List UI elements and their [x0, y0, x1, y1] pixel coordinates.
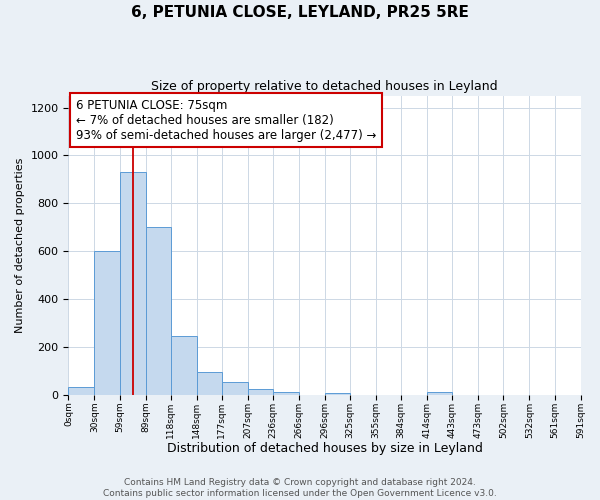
Y-axis label: Number of detached properties: Number of detached properties — [15, 158, 25, 333]
Text: 6, PETUNIA CLOSE, LEYLAND, PR25 5RE: 6, PETUNIA CLOSE, LEYLAND, PR25 5RE — [131, 5, 469, 20]
Bar — [325, 393, 350, 395]
Bar — [68, 387, 94, 395]
Bar — [197, 372, 222, 395]
X-axis label: Distribution of detached houses by size in Leyland: Distribution of detached houses by size … — [167, 442, 482, 455]
Bar — [273, 392, 299, 395]
Text: Contains HM Land Registry data © Crown copyright and database right 2024.
Contai: Contains HM Land Registry data © Crown c… — [103, 478, 497, 498]
Bar — [94, 252, 119, 395]
Bar — [248, 389, 273, 395]
Title: Size of property relative to detached houses in Leyland: Size of property relative to detached ho… — [151, 80, 498, 93]
Text: 6 PETUNIA CLOSE: 75sqm
← 7% of detached houses are smaller (182)
93% of semi-det: 6 PETUNIA CLOSE: 75sqm ← 7% of detached … — [76, 98, 376, 142]
Bar — [170, 336, 197, 395]
Bar — [119, 172, 146, 395]
Bar — [146, 228, 170, 395]
Bar — [222, 382, 248, 395]
Bar — [427, 392, 452, 395]
